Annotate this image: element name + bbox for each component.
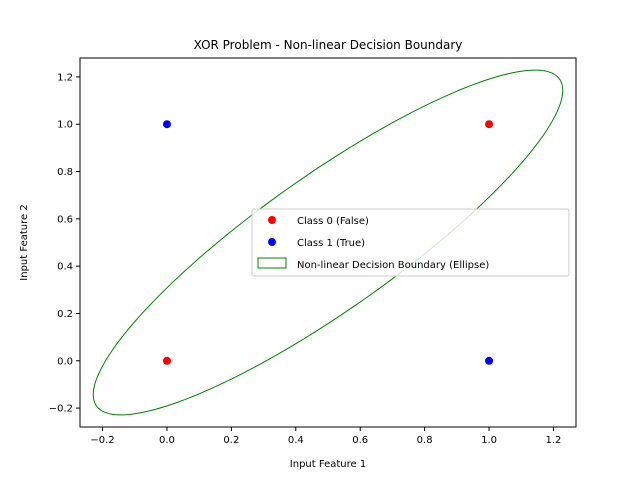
x-tick-label: 0.8 (417, 435, 433, 446)
legend-box (251, 208, 570, 277)
point-class-0-0 (162, 356, 171, 365)
y-tick-label: 0.0 (57, 356, 73, 367)
x-axis-label: Input Feature 1 (290, 459, 366, 470)
legend: Class 0 (False) Class 1 (True) Non-linea… (251, 208, 570, 277)
x-tick-label: 0.4 (288, 435, 304, 446)
point-class-0-1 (485, 120, 494, 129)
y-tick-label: 0.2 (57, 309, 73, 320)
y-tick-label: 1.2 (57, 72, 73, 83)
legend-label-class-0: Class 0 (False) (297, 216, 369, 227)
y-tick-label: −0.2 (49, 404, 73, 415)
x-tick-label: 0.0 (159, 435, 175, 446)
y-tick-label: 1.0 (57, 120, 73, 131)
x-tick-label: 1.0 (481, 435, 497, 446)
x-tick-label: 1.2 (546, 435, 562, 446)
x-tick-label: 0.2 (223, 435, 239, 446)
point-class-1-0 (162, 120, 171, 129)
legend-marker-class-0 (268, 216, 276, 224)
x-tick-label: 0.6 (352, 435, 368, 446)
x-tick-label: −0.2 (90, 435, 114, 446)
y-tick-label: 0.8 (57, 167, 73, 178)
point-class-1-1 (485, 356, 494, 365)
legend-label-ellipse: Non-linear Decision Boundary (Ellipse) (297, 260, 489, 271)
legend-marker-ellipse (257, 257, 287, 269)
legend-label-class-1: Class 1 (True) (297, 238, 365, 249)
chart-title: XOR Problem - Non-linear Decision Bounda… (194, 38, 463, 52)
legend-marker-class-1 (268, 238, 276, 246)
y-tick-label: 0.6 (57, 214, 73, 225)
decision-boundary-ellipse (92, 69, 564, 416)
y-axis-label: Input Feature 2 (19, 204, 30, 280)
plot-frame (79, 57, 577, 428)
y-tick-label: 0.4 (57, 262, 73, 273)
